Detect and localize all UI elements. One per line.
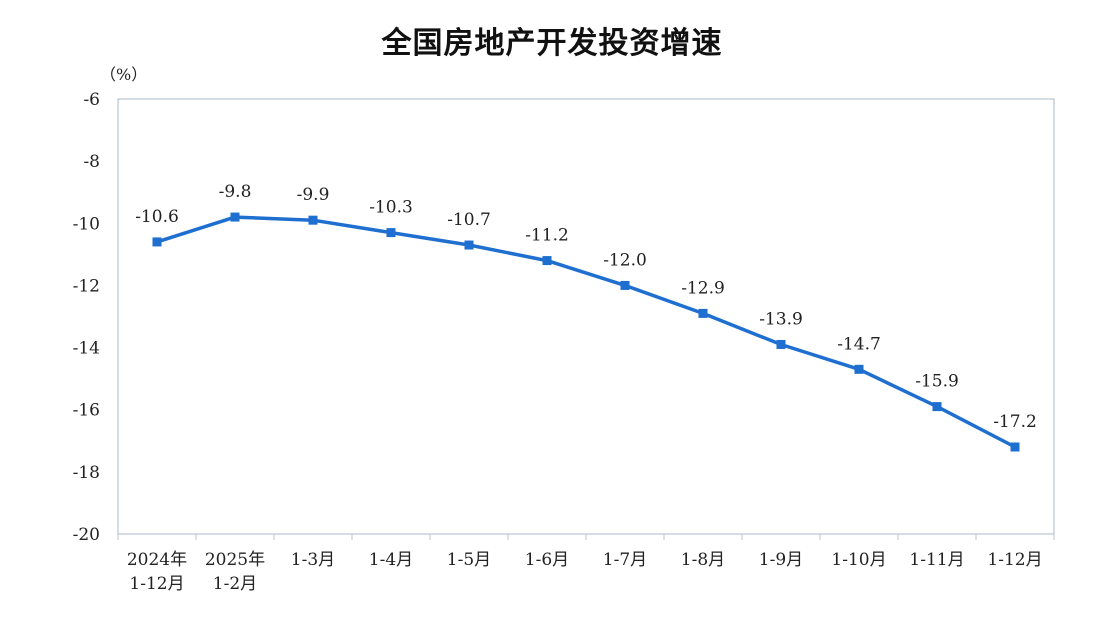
- x-tick-label-line: 1-2月: [213, 574, 257, 594]
- data-point: [1010, 442, 1020, 452]
- y-axis-ticks: -6 -8 -10 -12 -14 -16 -18 -20: [73, 90, 100, 545]
- chart-title: 全国房地产开发投资增速: [381, 26, 723, 61]
- data-point: [854, 364, 864, 374]
- data-point: [620, 280, 630, 290]
- data-point: [230, 212, 240, 222]
- data-point: [152, 237, 162, 247]
- x-tick-label: 1-7月: [603, 550, 647, 570]
- data-point: [932, 402, 942, 412]
- data-point: [308, 215, 318, 225]
- x-tick-label-line: 1-10月: [831, 550, 886, 570]
- y-tick-label: -6: [83, 90, 100, 110]
- data-point: [698, 308, 708, 318]
- data-label: -14.7: [837, 334, 881, 354]
- y-tick-label: -16: [73, 401, 100, 421]
- data-point: [386, 228, 396, 238]
- data-point: [464, 240, 474, 250]
- data-label: -17.2: [993, 412, 1037, 432]
- x-tick-label-line: 1-9月: [759, 550, 803, 570]
- x-tick-label-line: 2025年: [205, 550, 265, 570]
- x-tick-label-line: 1-6月: [525, 550, 569, 570]
- data-label: -12.9: [681, 278, 725, 298]
- x-tick-label: 1-8月: [681, 550, 725, 570]
- x-tick-label-line: 2024年: [127, 550, 187, 570]
- y-axis-unit: （%）: [100, 65, 147, 84]
- x-tick-label: 1-5月: [447, 550, 491, 570]
- data-point: [542, 256, 552, 266]
- x-tick-label-line: 1-5月: [447, 550, 491, 570]
- x-tick-label: 1-12月: [987, 550, 1042, 570]
- data-labels: -10.6 -9.8 -9.9 -10.3 -10.7 -11.2 -12.0 -12.9 -1…: [135, 182, 1037, 432]
- x-tick-label: 1-9月: [759, 550, 803, 570]
- x-tick-label-line: 1-4月: [369, 550, 413, 570]
- y-tick-label: -18: [73, 463, 100, 483]
- data-label: -9.8: [219, 182, 252, 202]
- x-axis-ticks: 2024年 1-12月 2025年 1-2月 1-3月 1-4月 1-5月 1-6月 1-7月 1…: [117, 534, 1055, 594]
- x-tick-label-line: 1-7月: [603, 550, 647, 570]
- x-tick-label-line: 1-12月: [987, 550, 1042, 570]
- x-tick-label: 1-6月: [525, 550, 569, 570]
- y-tick-label: -10: [73, 214, 100, 234]
- x-tick-label-line: 1-12月: [129, 574, 184, 594]
- x-tick-label: 2025年 1-2月: [205, 550, 265, 594]
- data-label: -9.9: [297, 185, 330, 205]
- x-tick-label-line: 1-11月: [909, 550, 964, 570]
- series-group: [152, 212, 1020, 452]
- x-tick-label: 1-10月: [831, 550, 886, 570]
- x-tick-label-line: 1-8月: [681, 550, 725, 570]
- y-tick-label: -14: [73, 339, 100, 359]
- plot-area-frame: [117, 98, 1055, 535]
- data-label: -12.0: [603, 250, 647, 270]
- x-tick-label: 1-4月: [369, 550, 413, 570]
- y-tick-label: -8: [83, 152, 100, 172]
- x-tick-label: 1-11月: [909, 550, 964, 570]
- x-tick-label-line: 1-3月: [291, 550, 335, 570]
- data-label: -10.6: [135, 207, 179, 227]
- data-label: -13.9: [759, 309, 803, 329]
- x-tick-label: 2024年 1-12月: [127, 550, 187, 594]
- series-line: [155, 215, 1017, 449]
- x-tick-label: 1-3月: [291, 550, 335, 570]
- data-label: -11.2: [525, 226, 569, 246]
- y-tick-label: -12: [73, 276, 100, 296]
- data-point: [776, 339, 786, 349]
- data-label: -10.7: [447, 210, 491, 230]
- data-label: -15.9: [915, 372, 959, 392]
- data-label: -10.3: [369, 198, 413, 218]
- y-tick-label: -20: [73, 525, 100, 545]
